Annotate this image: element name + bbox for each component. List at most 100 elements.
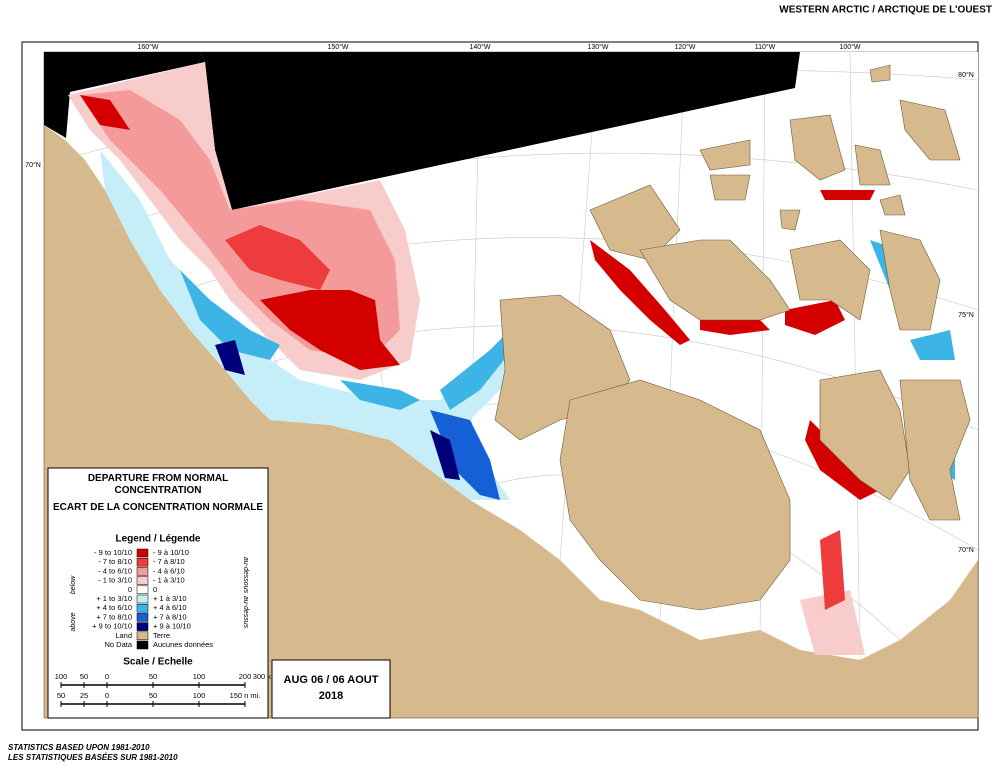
scale-label: 0 [105, 691, 109, 700]
legend-title-holder: ECART DE LA CONCENTRATION NORMALE [53, 502, 263, 513]
land [869, 64, 891, 83]
legend-swatch [136, 603, 149, 613]
legend-label-fr: - 1 à 3/10 [153, 576, 185, 585]
legend-title-fr: ECART DE LA CONCENTRATION NORMALE [53, 502, 263, 513]
longitude-label: 100°W [839, 43, 860, 51]
longitude-label: 130°W [587, 43, 608, 51]
legend-label-en: + 7 to 8/10 [96, 612, 132, 621]
latitude-label: 75°N [958, 311, 974, 319]
anomaly-area [215, 340, 245, 375]
scale-heading: Scale / Echelle [123, 657, 193, 668]
latitude-label: 80°N [958, 71, 974, 79]
scale-label: 50 [149, 691, 157, 700]
scale-label: 50 [57, 691, 65, 700]
legend-swatch [136, 548, 149, 558]
legend-label-fr: + 9 à 10/10 [153, 622, 191, 631]
legend-label-fr: 0 [153, 585, 157, 594]
date-line: AUG 06 / 06 AOUT [284, 674, 379, 686]
anomaly-area [100, 150, 540, 500]
latitude-label: 70°N [25, 161, 41, 169]
anomaly-area [820, 190, 875, 200]
date-box [271, 659, 391, 719]
graticule-labels: 160°W 150°W 140°W 130°W 120°W 110°W 100°W 80°N 7… [25, 43, 974, 554]
side-label: above [70, 612, 77, 631]
legend-label-en: - 4 to 6/10 [98, 566, 132, 575]
footer-note: LES STATISTIQUES BASÉES SUR 1981-2010 [8, 753, 178, 762]
legend-label-fr: + 7 à 8/10 [153, 612, 187, 621]
anomaly-area [430, 410, 500, 500]
land [639, 239, 791, 321]
legend-heading: Legend / Légende [115, 534, 200, 545]
anomaly-area [260, 290, 400, 370]
side-label: below [70, 575, 77, 594]
legend-label-en: + 4 to 6/10 [96, 603, 132, 612]
land [589, 184, 681, 261]
land [709, 174, 751, 201]
land [899, 99, 961, 161]
legend-rows: - 9 to 10/10 - 9 à 10/10 - 7 to 8/10 - 7 à … [92, 548, 213, 650]
land [779, 209, 801, 231]
land [879, 229, 941, 331]
longitude-label: 120°W [674, 43, 695, 51]
legend-label-fr: - 7 à 8/10 [153, 557, 185, 566]
legend-swatch [136, 613, 149, 622]
side-label: au-dessus [242, 596, 249, 629]
longitude-label: 140°W [469, 43, 490, 51]
scale-label: 300 km [253, 672, 278, 681]
anomaly-area [700, 320, 770, 335]
anomaly-area [910, 330, 955, 360]
legend-label-fr: Aucunes données [153, 640, 213, 649]
legend-swatch [136, 576, 149, 585]
legend-label-fr: + 1 à 3/10 [153, 594, 187, 603]
anomaly-area [590, 240, 690, 345]
land [899, 379, 971, 521]
legend-swatch [136, 622, 149, 631]
scale-label: 150 n mi. [230, 691, 261, 700]
longitude-label: 150°W [327, 43, 348, 51]
map-title: WESTERN ARCTIC / ARCTIQUE DE L'OUEST [779, 5, 992, 16]
anomaly-area [180, 270, 280, 360]
legend-swatch [136, 567, 149, 576]
legend-swatch [136, 594, 149, 604]
legend-title-holder: DEPARTURE FROM NORMAL CONCENTRATION [87, 473, 229, 496]
legend-label-fr: - 9 à 10/10 [153, 548, 189, 557]
land [699, 139, 751, 171]
legend-label-fr: - 4 à 6/10 [153, 566, 185, 575]
legend-label-en: No Data [104, 640, 132, 649]
legend-swatch [136, 640, 149, 650]
legend-label-en: - 9 to 10/10 [94, 548, 132, 557]
legend-label-fr: + 4 à 6/10 [153, 603, 187, 612]
scale-label: 0 [105, 672, 109, 681]
land [789, 114, 846, 181]
legend-label-en: + 9 to 10/10 [92, 622, 132, 631]
side-label: au-dessous [242, 557, 249, 594]
latitude-label: 70°N [958, 546, 974, 554]
footer-note: STATISTICS BASED UPON 1981-2010 [8, 743, 150, 752]
date-year: 2018 [319, 690, 343, 702]
scale-label: 100 [55, 672, 68, 681]
scale-label: 50 [80, 672, 88, 681]
legend-label-fr: Terre [153, 631, 170, 640]
anomaly-area [340, 380, 420, 410]
anomaly-area [800, 590, 865, 655]
scale-label: 100 [193, 691, 206, 700]
legend-swatch [136, 631, 149, 641]
scale-bars: 100 50 0 50 100 200 300 km 50 25 0 50 100 150 n mi. [55, 672, 278, 707]
land [879, 194, 906, 216]
longitude-label: 160°W [137, 43, 158, 51]
legend-title-en: DEPARTURE FROM NORMAL CONCENTRATION [87, 473, 229, 496]
scale-label: 25 [80, 691, 88, 700]
legend-label-en: + 1 to 3/10 [96, 594, 132, 603]
anomaly-area [820, 530, 845, 610]
legend-swatch [136, 557, 149, 567]
anomaly-area [225, 225, 330, 290]
legend-swatch [136, 585, 149, 595]
land [789, 239, 871, 321]
land [819, 369, 911, 501]
scale-label: 100 [193, 672, 206, 681]
legend-label-en: - 7 to 8/10 [98, 557, 132, 566]
no-data-area [44, 52, 205, 138]
legend-box [47, 467, 269, 719]
